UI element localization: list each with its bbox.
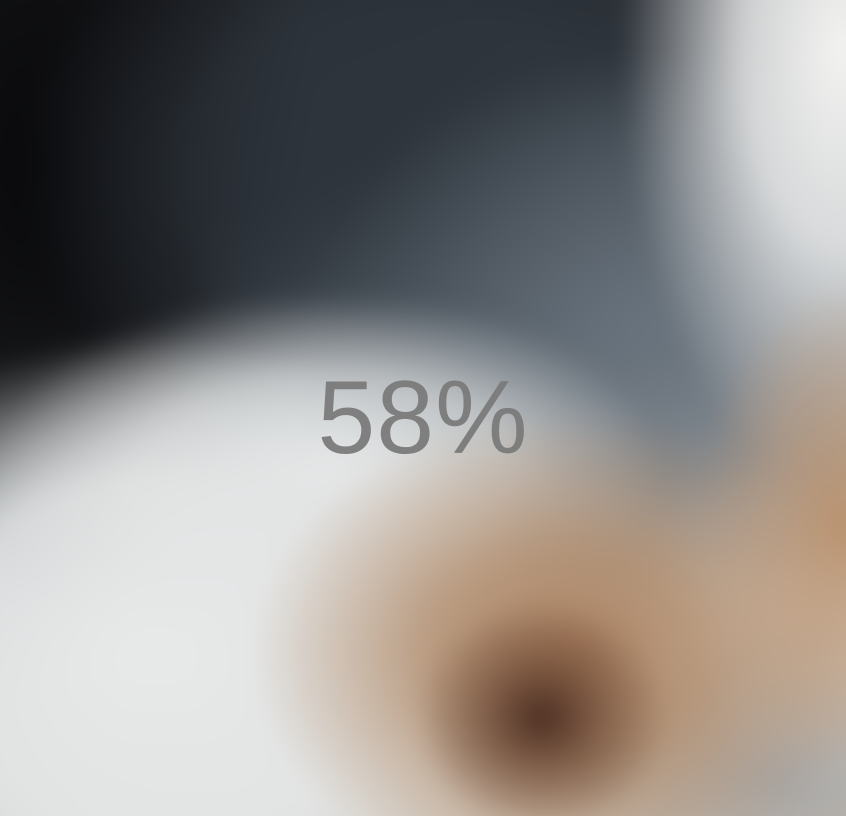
progress-readout: 58% xyxy=(0,366,846,470)
progress-percent-label: 58% xyxy=(317,360,529,476)
